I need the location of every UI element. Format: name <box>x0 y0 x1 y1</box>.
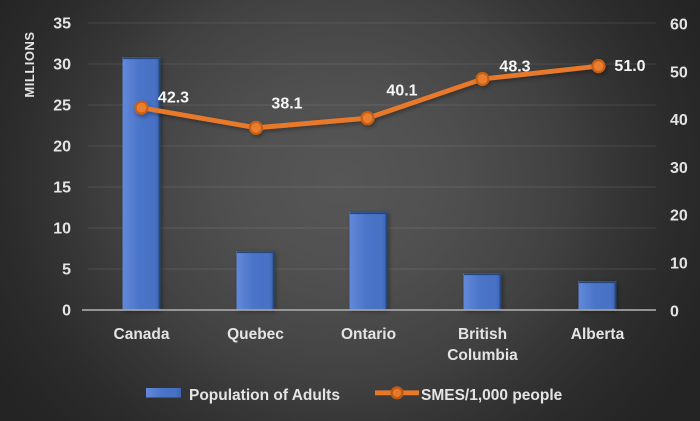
svg-text:Columbia: Columbia <box>447 347 518 364</box>
svg-text:Canada: Canada <box>114 326 170 343</box>
svg-text:35: 35 <box>53 16 71 33</box>
svg-text:British: British <box>458 326 507 343</box>
svg-text:10: 10 <box>670 256 688 273</box>
svg-text:Population of Adults: Population of Adults <box>189 387 340 404</box>
svg-text:25: 25 <box>53 98 71 115</box>
svg-text:48.3: 48.3 <box>499 59 530 76</box>
svg-text:20: 20 <box>53 139 71 156</box>
svg-text:0: 0 <box>670 304 679 321</box>
svg-text:40: 40 <box>670 112 688 129</box>
svg-text:Ontario: Ontario <box>341 326 396 343</box>
svg-text:Alberta: Alberta <box>571 326 625 343</box>
svg-text:0: 0 <box>62 303 71 320</box>
svg-text:51.0: 51.0 <box>614 58 645 75</box>
svg-text:50: 50 <box>670 64 688 81</box>
svg-text:60: 60 <box>670 17 688 34</box>
svg-text:20: 20 <box>670 208 688 225</box>
svg-text:30: 30 <box>53 57 71 74</box>
svg-text:30: 30 <box>670 160 688 177</box>
svg-text:10: 10 <box>53 221 71 238</box>
svg-text:5: 5 <box>62 262 71 279</box>
svg-text:SMES/1,000 people: SMES/1,000 people <box>421 387 563 404</box>
svg-text:38.1: 38.1 <box>271 96 302 113</box>
svg-text:40.1: 40.1 <box>386 83 417 100</box>
svg-text:Quebec: Quebec <box>227 326 284 343</box>
svg-text:MILLIONS: MILLIONS <box>22 31 37 97</box>
svg-text:42.3: 42.3 <box>158 90 189 107</box>
svg-text:15: 15 <box>53 180 71 197</box>
